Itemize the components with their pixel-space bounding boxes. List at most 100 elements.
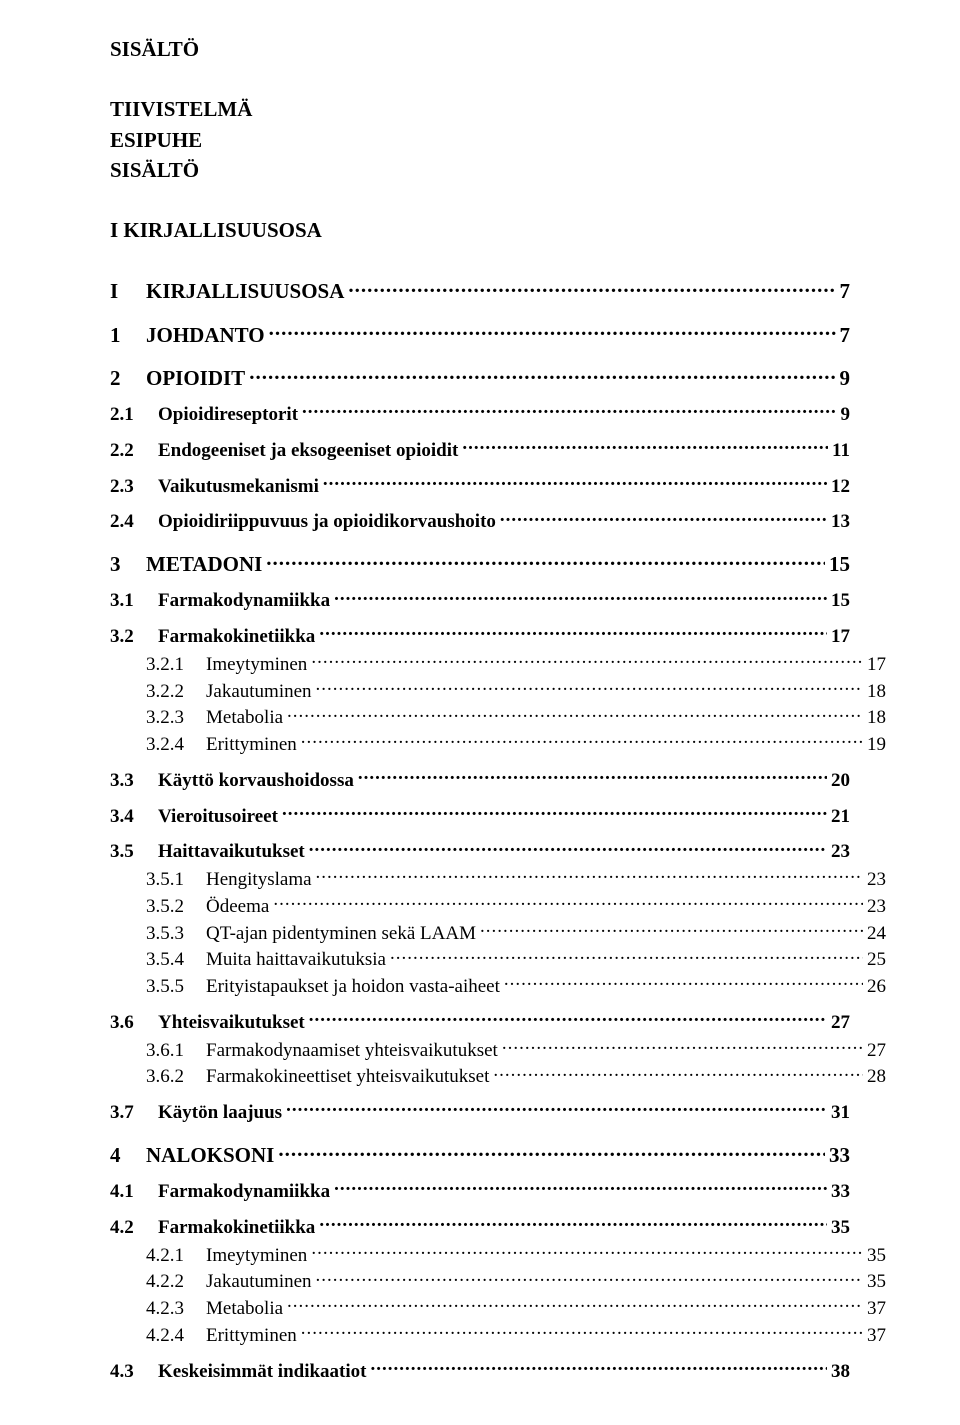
toc-entry-number: 3.6 [110, 1011, 158, 1035]
toc-entry-page: 35 [867, 1270, 886, 1294]
toc-entry-number: 3.1 [110, 589, 158, 613]
toc-leader-dots [278, 1141, 825, 1162]
toc-entry-number: 3.5.3 [146, 922, 206, 946]
toc-entry: 3.2.4Erittyminen19 [110, 731, 886, 757]
toc-leader-dots [462, 437, 828, 456]
toc-entry-page: 37 [867, 1297, 886, 1321]
toc-entry-number: 3.5.5 [146, 975, 206, 999]
toc-leader-dots [502, 1037, 863, 1056]
toc-leader-dots [500, 508, 827, 527]
toc-leader-dots [334, 1178, 827, 1197]
toc-entry-number: 3 [110, 551, 146, 577]
toc-entry: 3.5.2Ödeema23 [110, 893, 886, 919]
toc-entry-label: 3.6.1Farmakodynaamiset yhteisvaikutukset [146, 1039, 498, 1063]
toc-entry-number: 3.6.2 [146, 1065, 206, 1089]
toc-entry: 3.6.2Farmakokineettiset yhteisvaikutukse… [110, 1063, 886, 1089]
toc-entry-label: 3.5.1Hengityslama [146, 868, 312, 892]
toc-leader-dots [358, 767, 827, 786]
toc-entry: 4NALOKSONI33 [110, 1141, 850, 1168]
toc-entry-title: Käytön laajuus [158, 1102, 282, 1123]
toc-entry: 3.4Vieroitusoireet21 [110, 803, 850, 829]
toc-entry: 4.2.1Imeytyminen35 [110, 1242, 886, 1268]
toc-entry: 4.1Farmakodynamiikka33 [110, 1178, 850, 1204]
toc-entry-page: 23 [831, 840, 850, 864]
toc-entry-title: Farmakodynaamiset yhteisvaikutukset [206, 1040, 498, 1061]
toc-entry: IKIRJALLISUUSOSA7 [110, 277, 850, 304]
toc-entry-label: 4.2Farmakokinetiikka [110, 1216, 315, 1240]
toc-entry-page: 38 [831, 1360, 850, 1384]
toc-entry-label: 4.2.2Jakautuminen [146, 1270, 312, 1294]
toc-entry-title: Hengityslama [206, 869, 312, 890]
toc-entry-number: 2 [110, 365, 146, 391]
toc-entry-number: 3.2.4 [146, 733, 206, 757]
toc-leader-dots [302, 401, 836, 420]
toc-entry-number: 3.2.1 [146, 653, 206, 677]
toc-leader-dots [370, 1358, 827, 1377]
toc-entry-title: Opioidiriippuvuus ja opioidikorvaushoito [158, 511, 496, 532]
toc-entry-title: Metabolia [206, 1298, 283, 1319]
toc-entry-page: 24 [867, 922, 886, 946]
toc-entry-page: 7 [840, 322, 851, 348]
toc-entry-title: QT-ajan pidentyminen sekä LAAM [206, 923, 476, 944]
toc-entry-label: 2.3Vaikutusmekanismi [110, 475, 319, 499]
toc-leader-dots [348, 277, 835, 298]
toc-entry-title: Haittavaikutukset [158, 841, 305, 862]
heading-sisalto: SISÄLTÖ [110, 157, 850, 183]
toc-entry-label: 4.1Farmakodynamiikka [110, 1180, 330, 1204]
toc-entry-number: 3.4 [110, 805, 158, 829]
toc-entry-number: 4.1 [110, 1180, 158, 1204]
toc-leader-dots [311, 1242, 863, 1261]
toc-entry-label: 3.7Käytön laajuus [110, 1101, 282, 1125]
toc-entry-number: 2.2 [110, 439, 158, 463]
toc-leader-dots [319, 623, 827, 642]
toc-entry-number: 3.2.3 [146, 706, 206, 730]
toc-entry: 2.3Vaikutusmekanismi12 [110, 473, 850, 499]
pre-headings: SISÄLTÖ TIIVISTELMÄ ESIPUHE SISÄLTÖ I KI… [110, 36, 850, 243]
toc-entry-page: 9 [840, 365, 851, 391]
toc-entry-page: 27 [831, 1011, 850, 1035]
toc-leader-dots [390, 946, 863, 965]
toc-entry-label: 3.1Farmakodynamiikka [110, 589, 330, 613]
toc-page: SISÄLTÖ TIIVISTELMÄ ESIPUHE SISÄLTÖ I KI… [0, 0, 960, 1425]
toc-entry-title: Ödeema [206, 896, 269, 917]
toc-entry-label: 3.5.4Muita haittavaikutuksia [146, 948, 386, 972]
toc-entry-number: 3.7 [110, 1101, 158, 1125]
toc-leader-dots [316, 678, 863, 697]
toc-leader-dots [493, 1063, 863, 1082]
toc-entry-page: 35 [831, 1216, 850, 1240]
toc-entry-title: Erittyminen [206, 1325, 297, 1346]
toc-entry-number: 3.5.4 [146, 948, 206, 972]
toc-entry: 3.6.1Farmakodynaamiset yhteisvaikutukset… [110, 1037, 886, 1063]
toc-entry: 3.5.1Hengityslama23 [110, 866, 886, 892]
toc-list: IKIRJALLISUUSOSA71JOHDANTO72OPIOIDIT92.1… [110, 277, 850, 1383]
toc-leader-dots [249, 364, 835, 385]
toc-entry-page: 11 [832, 439, 850, 463]
toc-entry-page: 37 [867, 1324, 886, 1348]
toc-entry-title: Jakautuminen [206, 681, 312, 702]
toc-entry-title: Opioidireseptorit [158, 404, 298, 425]
toc-entry-title: Farmakokineettiset yhteisvaikutukset [206, 1066, 489, 1087]
toc-entry: 4.2Farmakokinetiikka 35 [110, 1214, 850, 1240]
toc-entry-title: OPIOIDIT [146, 366, 245, 390]
toc-entry-number: 2.4 [110, 510, 158, 534]
toc-entry-number: 3.3 [110, 769, 158, 793]
toc-entry-number: 4.2.4 [146, 1324, 206, 1348]
heading-kirjallisuusosa-roman: I KIRJALLISUUSOSA [110, 217, 850, 243]
toc-entry-page: 17 [867, 653, 886, 677]
toc-entry-label: 3.5Haittavaikutukset [110, 840, 305, 864]
heading-esipuhe: ESIPUHE [110, 127, 850, 153]
toc-entry-title: Muita haittavaikutuksia [206, 949, 386, 970]
toc-entry-number: 4.2.2 [146, 1270, 206, 1294]
toc-entry-label: 3.5.2Ödeema [146, 895, 269, 919]
toc-entry: 3.2.2Jakautuminen18 [110, 678, 886, 704]
toc-entry-title: Farmakodynamiikka [158, 1181, 330, 1202]
toc-entry-label: 3.2.2Jakautuminen [146, 680, 312, 704]
toc-entry: 2.1Opioidireseptorit9 [110, 401, 850, 427]
toc-leader-dots [334, 587, 827, 606]
toc-entry-label: 2.1Opioidireseptorit [110, 403, 298, 427]
toc-entry-title: NALOKSONI [146, 1143, 274, 1167]
toc-entry-number: 3.5.2 [146, 895, 206, 919]
toc-entry-label: 3.3Käyttö korvaushoidossa [110, 769, 354, 793]
toc-leader-dots [301, 731, 863, 750]
heading-tiivistelma: TIIVISTELMÄ [110, 96, 850, 122]
